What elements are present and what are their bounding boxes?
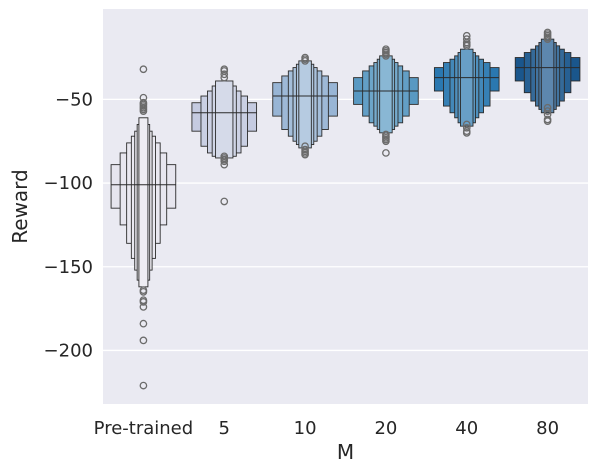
boxen-box (460, 48, 474, 127)
outlier-point (382, 137, 390, 146)
x-tick-label: 5 (219, 418, 230, 439)
y-tick-label: −100 (44, 173, 93, 194)
boxen-groups (110, 28, 581, 390)
outlier-point (139, 298, 148, 306)
x-tick-label: 40 (455, 418, 478, 439)
boxen-box (379, 55, 393, 134)
outlier-point (462, 129, 471, 137)
x-axis-label: M (337, 440, 354, 464)
outlier-point (543, 107, 552, 115)
x-tick-label: 80 (536, 418, 559, 439)
y-tick-label: −50 (55, 89, 93, 110)
outlier-point (220, 70, 229, 79)
outlier-point (382, 52, 390, 60)
outlier-point (139, 288, 148, 296)
outlier-point (139, 319, 148, 328)
x-tick-label: 20 (374, 418, 397, 439)
outlier-point (220, 73, 229, 82)
outlier-point (301, 150, 309, 159)
boxen-group (191, 65, 258, 206)
outlier-point (220, 160, 229, 169)
x-tick-label: 10 (294, 418, 317, 439)
boxen-group (110, 65, 177, 390)
plot-background (103, 9, 588, 404)
outlier-point (220, 197, 229, 206)
boxen-box (298, 60, 312, 149)
y-axis-label: Reward (8, 169, 32, 243)
grid-lines (103, 98, 588, 352)
outlier-point (462, 123, 471, 132)
outlier-point (139, 336, 148, 345)
outlier-point (139, 381, 148, 390)
y-tick-label: −150 (44, 257, 93, 278)
outlier-point (139, 303, 148, 311)
boxen-box (540, 38, 555, 114)
outlier-point (543, 35, 552, 43)
boxen-group (353, 45, 419, 157)
x-tick-label: Pre-trained (94, 418, 194, 439)
boxen-box (138, 117, 149, 288)
outlier-point (543, 117, 552, 125)
boxen-group (272, 53, 338, 159)
tick-labels: −50 −100 −150 −200 Pre-trained 5 10 20 40 80 (44, 89, 559, 439)
boxen-group (433, 31, 500, 137)
boxen-group (514, 28, 581, 125)
outlier-point (139, 107, 148, 115)
boxen-box (215, 80, 234, 159)
outlier-point (220, 157, 229, 166)
outlier-point (382, 149, 390, 157)
y-tick-label: −200 (44, 340, 93, 361)
outlier-point (139, 65, 148, 74)
outlier-point (462, 41, 471, 50)
outlier-point (301, 57, 309, 65)
